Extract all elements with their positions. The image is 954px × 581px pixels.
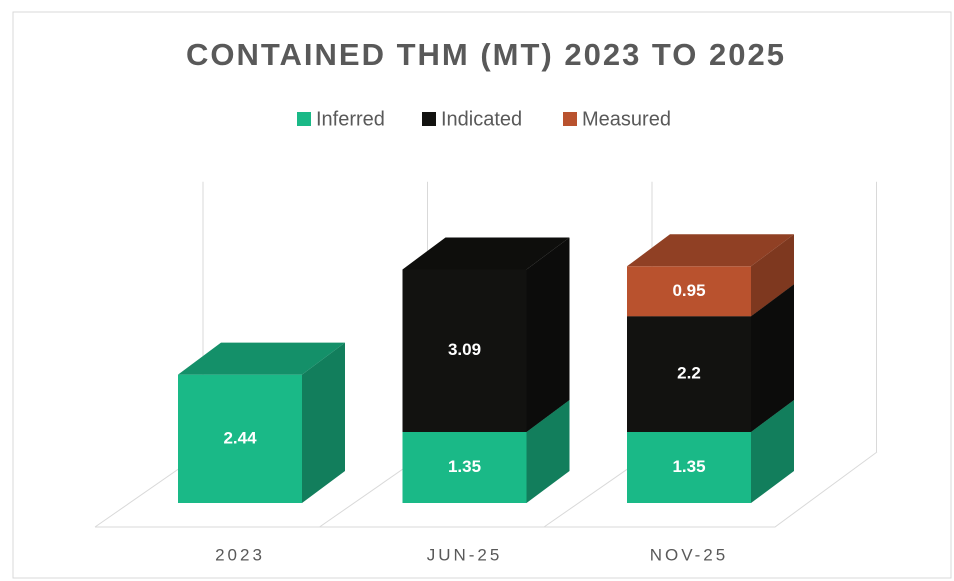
legend-label: Inferred xyxy=(316,108,385,130)
data-label: 2.2 xyxy=(677,364,701,383)
x-tick-label: 2023 xyxy=(215,545,265,564)
bar-side xyxy=(751,399,794,503)
chart-title: CONTAINED THM (MT) 2023 TO 2025 xyxy=(186,37,786,72)
bar-top xyxy=(178,342,345,375)
bar-front xyxy=(402,269,527,432)
bar-side xyxy=(526,237,570,432)
data-label: 3.09 xyxy=(448,340,481,359)
legend-swatch xyxy=(422,112,436,126)
bar-front xyxy=(627,266,751,317)
bar-side xyxy=(751,234,794,317)
bar-side xyxy=(526,399,570,503)
bar-front xyxy=(627,431,751,503)
bar-top xyxy=(627,234,794,267)
legend-swatch xyxy=(563,112,577,126)
x-tick-label: JUN-25 xyxy=(427,545,503,564)
data-label: 0.95 xyxy=(672,281,705,300)
bar-side xyxy=(751,284,794,432)
data-label: 1.35 xyxy=(672,457,705,476)
legend-label: Indicated xyxy=(441,108,522,130)
bar-side xyxy=(302,342,345,503)
bar-front xyxy=(402,431,527,503)
legend-swatch xyxy=(297,112,311,126)
data-label: 1.35 xyxy=(448,457,481,476)
bar-front xyxy=(627,316,751,432)
legend-label: Measured xyxy=(582,108,671,130)
bar-front xyxy=(178,374,302,503)
bar-top xyxy=(402,237,570,270)
data-label: 2.44 xyxy=(223,428,257,447)
x-tick-label: NOV-25 xyxy=(650,545,728,564)
